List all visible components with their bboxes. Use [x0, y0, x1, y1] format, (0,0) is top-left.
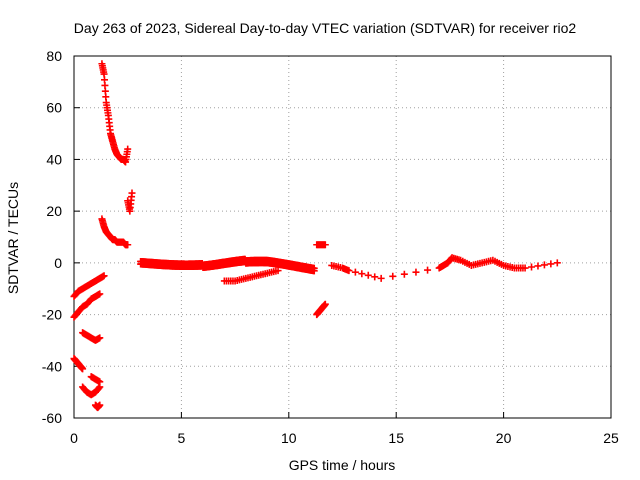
data-point: [534, 262, 542, 270]
chart-title: Day 263 of 2023, Sidereal Day-to-day VTE…: [74, 20, 577, 36]
y-tick-label: -40: [42, 358, 62, 374]
data-point: [521, 264, 529, 272]
data-point: [100, 272, 108, 280]
data-point: [540, 261, 548, 269]
x-tick-label: 0: [70, 430, 78, 446]
data-point: [95, 384, 103, 392]
x-axis: 0 5 10 15 20 25: [70, 412, 619, 446]
plot-frame: [73, 55, 612, 419]
data-point: [371, 273, 379, 281]
y-tick-label: 60: [46, 100, 62, 116]
x-tick-label: 25: [603, 430, 619, 446]
scatter-marks: [70, 60, 561, 412]
y-tick-label: 40: [46, 151, 62, 167]
data-point: [96, 378, 104, 386]
data-point: [124, 241, 132, 249]
x-tick-label: 5: [178, 430, 186, 446]
y-tick-label: 80: [46, 48, 62, 64]
x-tick-label: 10: [281, 430, 297, 446]
data-point: [96, 401, 104, 409]
data-point: [412, 268, 420, 276]
x-tick-label: 20: [496, 430, 512, 446]
data-point: [424, 266, 432, 274]
data-point: [321, 300, 329, 308]
data-point: [96, 334, 104, 342]
y-tick-label: 20: [46, 203, 62, 219]
data-point: [364, 271, 372, 279]
y-axis: -60 -40 -20 0 20 40 60 80: [42, 48, 80, 426]
y-tick-label: 0: [54, 255, 62, 271]
data-point: [128, 189, 136, 197]
data-point: [351, 268, 359, 276]
y-axis-label: SDTVAR / TECUs: [5, 182, 21, 294]
data-point: [389, 272, 397, 280]
data-point: [310, 267, 318, 275]
data-point: [377, 274, 385, 282]
data-point: [124, 145, 132, 153]
data-point: [96, 290, 104, 298]
data-point: [274, 267, 282, 275]
y-tick-label: -60: [42, 410, 62, 426]
data-point: [358, 270, 366, 278]
data-point: [400, 270, 408, 278]
y-tick-label: -20: [42, 307, 62, 323]
x-tick-label: 15: [388, 430, 404, 446]
data-point: [79, 365, 87, 373]
x-axis-label: GPS time / hours: [289, 457, 396, 473]
data-point: [528, 263, 536, 271]
data-point: [345, 267, 353, 275]
data-point: [321, 241, 329, 249]
data-point: [553, 259, 561, 267]
grid: [74, 56, 611, 418]
data-point: [547, 260, 555, 268]
